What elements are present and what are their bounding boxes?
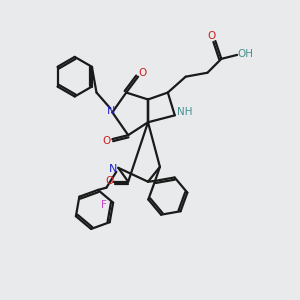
Text: O: O — [105, 176, 113, 186]
Text: O: O — [207, 31, 216, 41]
Text: N: N — [109, 164, 118, 174]
Text: NH: NH — [177, 107, 192, 117]
Text: F: F — [101, 200, 107, 210]
Text: OH: OH — [237, 49, 253, 59]
Text: O: O — [138, 68, 146, 78]
Text: N: N — [107, 106, 116, 116]
Text: O: O — [102, 136, 110, 146]
